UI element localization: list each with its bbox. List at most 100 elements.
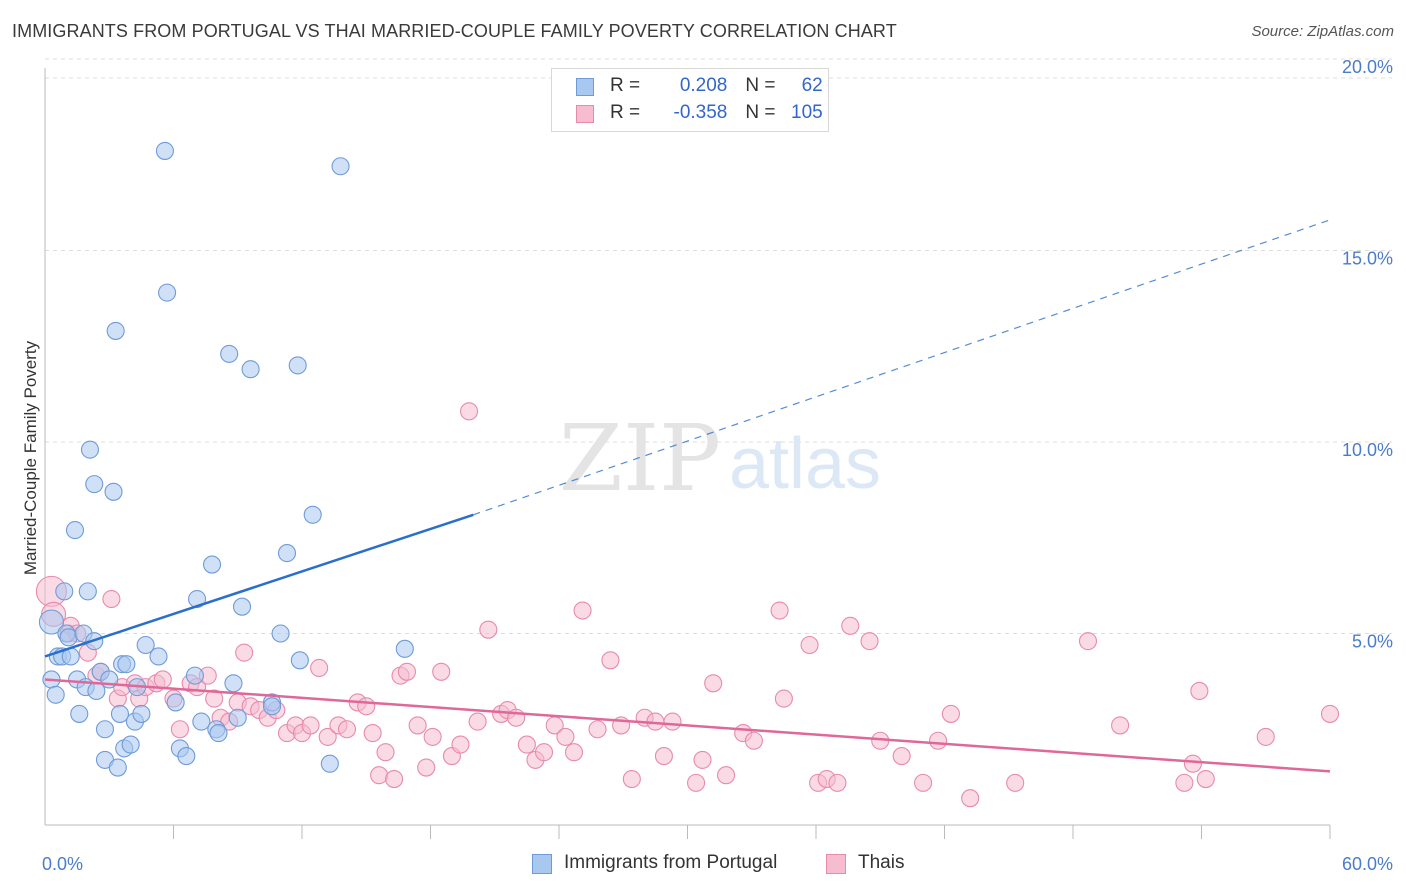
portugal-point (188, 589, 207, 609)
thais-point (451, 735, 470, 754)
portugal-point (108, 758, 127, 777)
y-tick-label: 5.0% (1352, 632, 1393, 652)
thais-point (301, 716, 320, 735)
axes (44, 68, 1331, 839)
thais-point (774, 689, 793, 708)
tick-labels: 5.0% 10.0% 15.0% 20.0% 0.0% 60.0% (42, 57, 1393, 874)
thais-point (397, 662, 416, 681)
portugal-point (220, 344, 239, 363)
portugal-point (155, 141, 174, 160)
portugal-point (104, 482, 123, 501)
portugal-point (185, 666, 204, 685)
thais-trend-line (44, 678, 1331, 773)
thais-point (841, 616, 860, 635)
thais-point (564, 743, 584, 762)
thais-point (693, 750, 712, 769)
thais-point (961, 789, 980, 808)
bottom-legend-label-portugal: Immigrants from Portugal (564, 852, 778, 873)
thais-point (417, 758, 436, 777)
thais-point (704, 674, 723, 693)
thais-point (716, 766, 736, 785)
portugal-point (38, 609, 64, 635)
thais-point (860, 632, 879, 651)
thais-point (1111, 716, 1130, 735)
portugal-points (38, 141, 414, 777)
portugal-point (149, 647, 168, 666)
legend-n-value: 62 (801, 75, 823, 96)
thais-point (1175, 773, 1194, 792)
portugal-point (65, 521, 85, 540)
thais-point (337, 720, 357, 739)
portugal-point (241, 360, 260, 379)
stats-legend: R = 0.208 N = 62 R = -0.358 N = 105 (551, 68, 829, 132)
thais-point (1190, 681, 1209, 701)
portugal-point (262, 697, 282, 716)
legend-r-value: -0.358 (673, 102, 728, 123)
portugal-point (95, 720, 115, 739)
portugal-point (331, 157, 350, 176)
thais-point (408, 716, 427, 735)
portugal-point (209, 724, 228, 743)
thais-point (1183, 754, 1202, 773)
portugal-point (395, 639, 414, 658)
portugal-point (166, 693, 185, 712)
portugal-point (80, 440, 100, 459)
bottom-legend-label-thais: Thais (858, 852, 905, 873)
portugal-point (320, 754, 339, 773)
thais-point (534, 743, 554, 762)
watermark: ZIP atlas (559, 405, 881, 512)
portugal-point (136, 635, 155, 655)
thais-point (663, 712, 682, 731)
portugal-point (121, 735, 140, 754)
portugal-point (117, 655, 136, 674)
thais-point (1078, 632, 1098, 651)
thais-point (376, 743, 395, 762)
thais-point (153, 670, 172, 689)
legend-n-value: 105 (791, 102, 823, 123)
portugal-point (288, 356, 307, 375)
thais-point (687, 773, 706, 792)
portugal-point (232, 597, 252, 616)
thais-point (468, 712, 487, 731)
x-tick-label: 0.0% (42, 854, 83, 874)
thais-point (357, 697, 376, 716)
thais-point (170, 720, 189, 739)
thais-point (517, 735, 536, 754)
thais-point (654, 747, 673, 766)
thais-point (102, 589, 121, 609)
portugal-point (132, 704, 151, 723)
thais-point (941, 704, 960, 723)
thais-point (479, 620, 498, 639)
thais-point (828, 773, 847, 792)
thais-point (588, 720, 607, 739)
thais-point (385, 769, 404, 789)
y-tick-label: 20.0% (1342, 57, 1393, 77)
legend-r-label: R = (610, 102, 646, 123)
bottom-legend-swatch-thais (826, 854, 846, 874)
thais-point (556, 727, 575, 746)
portugal-point (70, 704, 89, 723)
thais-point (892, 747, 911, 766)
portugal-point (303, 505, 322, 524)
thais-point (601, 651, 620, 670)
thais-point (573, 601, 592, 620)
portugal-point (59, 628, 78, 647)
thais-point (363, 724, 382, 743)
portugal-point (110, 704, 130, 723)
portugal-point (203, 555, 222, 574)
y-tick-label: 10.0% (1342, 440, 1393, 460)
portugal-point (85, 475, 104, 494)
trend-lines (44, 219, 1331, 773)
bottom-legend-swatch-portugal (532, 854, 552, 874)
portugal-point (106, 321, 125, 340)
portugal-point (290, 651, 309, 670)
thais-point (459, 402, 479, 421)
portugal-trend-extension (473, 219, 1331, 516)
legend-r-value: 0.208 (679, 75, 728, 96)
thais-point (370, 766, 389, 785)
legend-swatch-thais (576, 105, 594, 123)
portugal-point (228, 708, 247, 727)
x-tick-label: 60.0% (1342, 854, 1393, 874)
legend-swatch-portugal (576, 78, 594, 96)
